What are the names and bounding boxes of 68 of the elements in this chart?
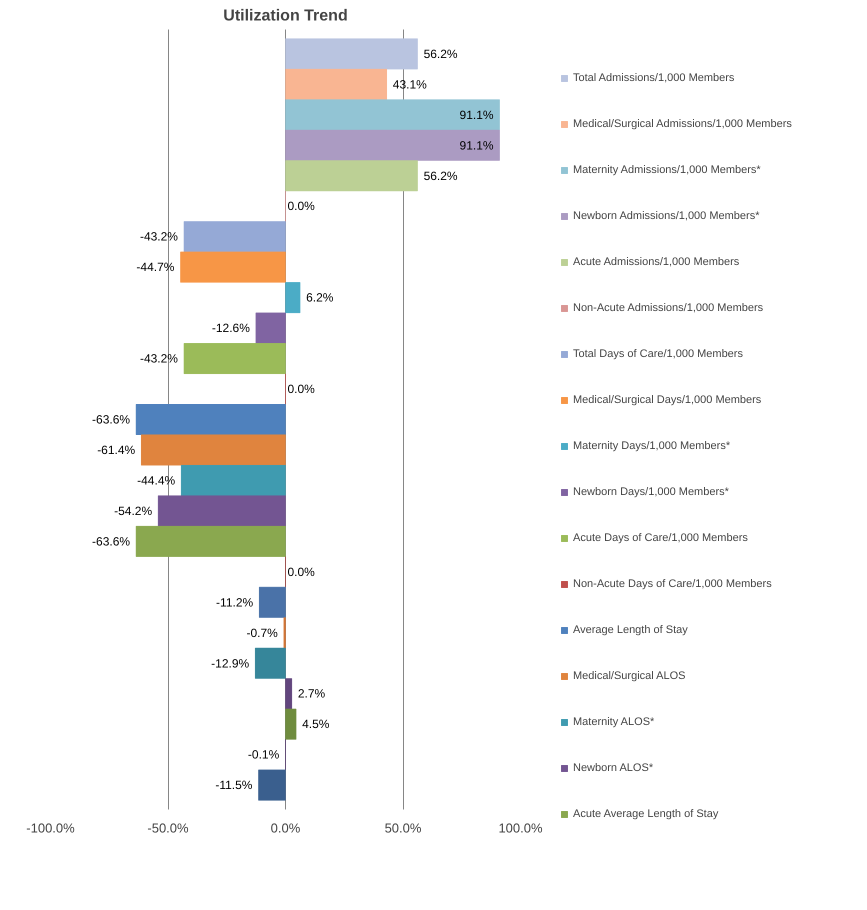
bar — [285, 99, 500, 130]
legend-label: Non-Acute Days of Care/1,000 Members — [573, 577, 772, 592]
bar — [184, 221, 286, 252]
legend-label: Non-Acute Admissions/1,000 Members — [573, 301, 764, 316]
bar — [285, 38, 418, 70]
data-label: -44.4% — [137, 473, 176, 488]
data-label: -43.2% — [140, 230, 178, 244]
bar — [285, 68, 388, 100]
x-tick-label: -100.0% — [26, 820, 76, 836]
x-tick-label: 0.0% — [270, 820, 301, 836]
bar — [258, 770, 286, 801]
data-label: 6.2% — [306, 290, 334, 305]
data-label: -43.2% — [140, 352, 178, 366]
data-label: 56.2% — [424, 46, 458, 61]
legend-label: Maternity ALOS* — [573, 715, 654, 730]
legend-label: Medical/Surgical Days/1,000 Members — [573, 393, 762, 408]
data-label: -12.6% — [212, 321, 250, 336]
x-tick-label: 100.0% — [498, 820, 543, 836]
data-label: -11.5% — [215, 778, 253, 792]
legend-label: Newborn ALOS* — [573, 761, 654, 776]
bar — [285, 160, 418, 192]
legend-label: Maternity Days/1,000 Members* — [573, 439, 730, 454]
bar — [180, 252, 286, 283]
bar — [285, 282, 300, 314]
legend-label: Total Admissions/1,000 Members — [573, 71, 734, 86]
bar — [140, 434, 286, 466]
data-label: 56.2% — [424, 168, 458, 183]
legend-label: Newborn Admissions/1,000 Members* — [573, 209, 760, 224]
data-label: -44.7% — [136, 260, 175, 274]
bar — [158, 495, 286, 526]
legend-label: Medical/Surgical ALOS — [573, 669, 686, 684]
data-label: -63.6% — [92, 412, 130, 426]
bar — [285, 708, 296, 740]
data-label: 0.0% — [288, 382, 316, 396]
data-label: -0.1% — [248, 748, 280, 762]
data-label: -0.7% — [246, 626, 278, 640]
bar — [285, 130, 500, 161]
bar — [184, 343, 286, 374]
legend-label: Acute Days of Care/1,000 Members — [573, 531, 748, 546]
bar — [136, 404, 286, 435]
data-label: -61.4% — [97, 442, 136, 457]
bar — [285, 678, 292, 710]
legend-label: Acute Average Length of Stay — [573, 807, 718, 822]
legend-label: Maternity Admissions/1,000 Members* — [573, 163, 761, 178]
data-label: 91.1% — [460, 138, 494, 152]
legend-label: Newborn Days/1,000 Members* — [573, 485, 729, 500]
data-label: -54.2% — [114, 504, 152, 518]
data-label: 91.1% — [460, 108, 494, 122]
legend-label: Medical/Surgical Admissions/1,000 Members — [573, 117, 792, 132]
data-label: -11.2% — [216, 595, 254, 610]
bar — [254, 648, 286, 679]
chart-title: Utilization Trend — [223, 8, 348, 24]
legend-label: Acute Admissions/1,000 Members — [573, 255, 740, 270]
data-label: 0.0% — [288, 564, 316, 579]
data-label: 2.7% — [298, 686, 326, 701]
data-label: 0.0% — [288, 199, 316, 214]
legend-label: Total Days of Care/1,000 Members — [573, 347, 743, 362]
x-tick-label: -50.0% — [147, 820, 190, 836]
bar — [258, 586, 286, 618]
x-tick-label: 50.0% — [384, 820, 422, 836]
data-label: 4.5% — [302, 717, 330, 732]
bar — [136, 526, 286, 557]
bar — [180, 464, 286, 496]
bar — [256, 312, 286, 344]
data-label: -63.6% — [92, 534, 130, 548]
legend-label: Average Length of Stay — [573, 623, 688, 638]
data-label: 43.1% — [392, 77, 428, 92]
data-label: -12.9% — [211, 656, 250, 670]
